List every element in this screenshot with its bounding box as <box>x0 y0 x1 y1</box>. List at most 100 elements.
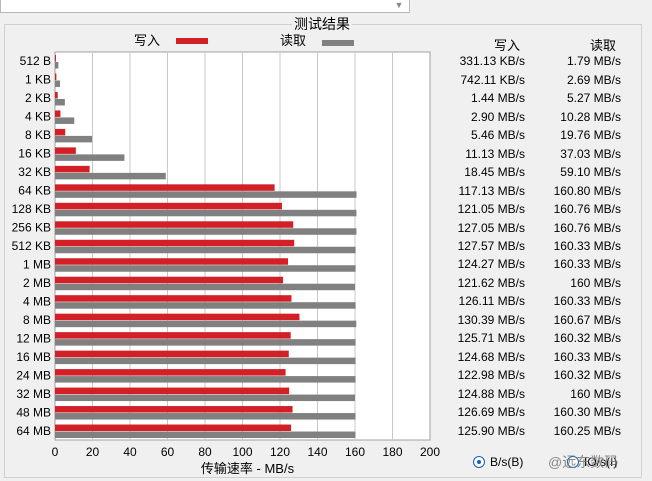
read-value: 160.25 MB/s <box>553 423 621 438</box>
radio-io-label[interactable]: IO/s(I) <box>584 455 618 469</box>
category-label: 256 KB <box>12 221 51 235</box>
write-bar <box>55 258 289 265</box>
write-bar <box>55 239 295 247</box>
write-value: 18.45 MB/s <box>464 165 525 180</box>
read-bar <box>55 228 357 235</box>
x-tick-label: 140 <box>307 445 327 459</box>
category-label: 4 KB <box>25 110 51 124</box>
legend-write-label: 写入 <box>134 33 161 48</box>
x-tick-label: 40 <box>123 445 137 459</box>
chevron-down-icon[interactable]: ▼ <box>394 0 404 10</box>
write-bar <box>55 276 284 284</box>
read-bar <box>55 62 59 69</box>
read-bar <box>55 191 357 198</box>
drive-dropdown[interactable]: ▼ <box>0 0 410 13</box>
watermark: @远东数码 <box>548 454 619 470</box>
write-value: 125.71 MB/s <box>457 331 525 346</box>
write-value: 1.44 MB/s <box>470 91 525 106</box>
read-bar <box>55 394 355 402</box>
read-bar <box>55 431 356 439</box>
category-label: 24 MB <box>16 368 51 382</box>
x-tick-label: 0 <box>52 445 59 459</box>
write-bar <box>55 91 58 99</box>
write-bar <box>55 332 291 339</box>
write-value: 11.13 MB/s <box>465 146 525 161</box>
read-bar <box>55 80 61 87</box>
read-value: 160.32 MB/s <box>553 368 621 383</box>
x-tick-label: 100 <box>232 445 252 459</box>
write-bar <box>55 73 57 80</box>
radio-bytes-label[interactable]: B/s(B) <box>490 455 524 469</box>
radio-io[interactable] <box>567 456 579 468</box>
read-value: 160.33 MB/s <box>553 349 621 364</box>
legend-read-label: 读取 <box>280 33 307 48</box>
write-bar <box>55 184 275 191</box>
x-tick-label: 60 <box>161 445 175 459</box>
read-bar <box>55 117 75 124</box>
category-label: 48 MB <box>16 405 51 419</box>
x-tick-label: 180 <box>382 445 402 459</box>
radio-bytes[interactable] <box>473 456 485 468</box>
read-bar <box>55 413 356 420</box>
read-value: 2.69 MB/s <box>566 72 621 87</box>
read-value: 1.79 MB/s <box>566 54 621 69</box>
read-value: 160.32 MB/s <box>553 331 621 346</box>
write-value: 121.62 MB/s <box>457 275 525 290</box>
read-bar <box>55 209 357 217</box>
category-label: 16 KB <box>18 147 51 161</box>
category-label: 128 KB <box>12 202 51 216</box>
x-tick-label: 20 <box>86 445 100 459</box>
write-bar <box>55 110 61 117</box>
read-bar <box>55 154 125 161</box>
write-value: 121.05 MB/s <box>457 202 525 217</box>
x-tick-label: 200 <box>420 445 440 459</box>
read-value: 37.03 MB/s <box>560 146 621 161</box>
write-value: 124.68 MB/s <box>457 349 525 364</box>
write-value: 2.90 MB/s <box>470 109 525 124</box>
x-tick-label: 120 <box>270 445 290 459</box>
category-label: 2 MB <box>23 276 51 290</box>
category-label: 2 KB <box>25 91 51 105</box>
read-value: 160.76 MB/s <box>553 220 621 235</box>
write-value: 117.13 MB/s <box>458 183 525 198</box>
read-value: 160 MB/s <box>570 275 621 290</box>
category-label: 1 MB <box>23 257 51 271</box>
x-tick-label: 160 <box>345 445 365 459</box>
write-bar <box>55 221 294 228</box>
write-bar <box>55 424 292 432</box>
legend-write-swatch <box>176 38 208 44</box>
read-value: 160 MB/s <box>570 386 621 401</box>
write-column-header: 写入 <box>494 38 521 53</box>
category-label: 32 KB <box>18 165 51 179</box>
write-value: 5.46 MB/s <box>470 128 525 143</box>
x-tick-label: 80 <box>198 445 212 459</box>
read-value: 59.10 MB/s <box>560 165 621 180</box>
write-value: 126.69 MB/s <box>457 405 525 420</box>
write-bar <box>55 406 293 413</box>
category-label: 32 MB <box>16 387 51 401</box>
legend-read-swatch <box>322 40 354 46</box>
read-bar <box>55 265 356 272</box>
write-value: 124.27 MB/s <box>457 257 525 272</box>
read-value: 160.80 MB/s <box>553 183 621 198</box>
read-value: 160.76 MB/s <box>553 202 621 217</box>
category-label: 12 MB <box>16 331 51 345</box>
group-title: 测试结果 <box>292 16 352 32</box>
read-value: 160.33 MB/s <box>553 239 621 253</box>
category-label: 64 MB <box>16 424 51 438</box>
category-label: 64 KB <box>18 184 51 198</box>
write-value: 130.39 MB/s <box>457 312 525 327</box>
read-bar <box>55 98 65 106</box>
category-label: 8 MB <box>23 313 51 327</box>
write-value: 126.11 MB/s <box>458 294 525 309</box>
write-bar <box>55 350 289 358</box>
write-value: 742.11 KB/s <box>460 72 526 87</box>
category-label: 8 KB <box>25 128 51 142</box>
category-label: 512 B <box>20 54 51 68</box>
write-value: 125.90 MB/s <box>457 423 525 438</box>
read-bar <box>55 357 356 365</box>
read-value: 5.27 MB/s <box>566 91 621 106</box>
write-bar <box>55 387 290 395</box>
read-bar <box>55 135 93 143</box>
